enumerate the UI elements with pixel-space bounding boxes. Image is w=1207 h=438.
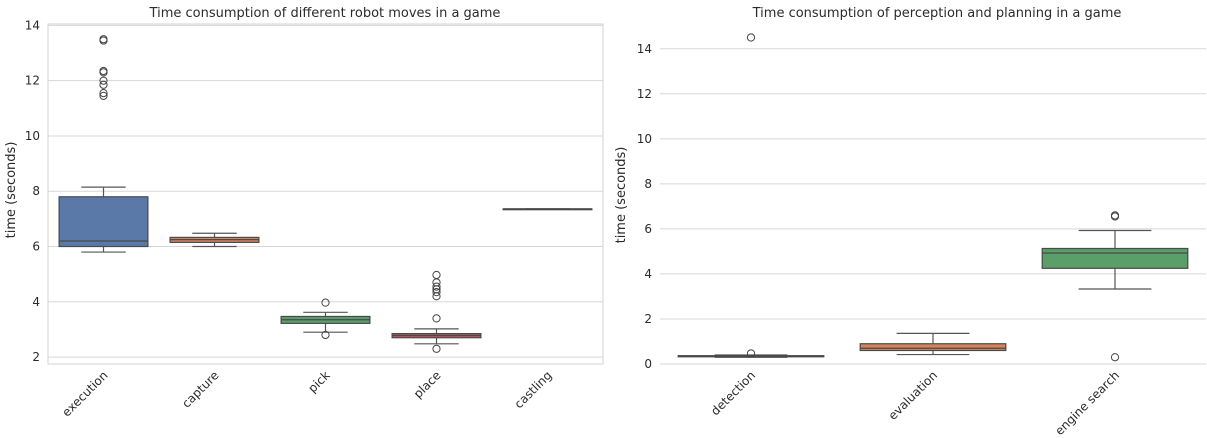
right-y-tick-label: 8 bbox=[644, 177, 652, 191]
right-outlier-point bbox=[747, 34, 754, 41]
right-y-tick-label: 6 bbox=[644, 222, 652, 236]
left-y-tick-label: 4 bbox=[32, 295, 40, 309]
left-chart-title: Time consumption of different robot move… bbox=[149, 6, 501, 21]
left-outlier-point bbox=[433, 345, 440, 352]
right-y-tick-label: 4 bbox=[644, 267, 652, 281]
left-chart-panel: Time consumption of different robot move… bbox=[4, 6, 603, 419]
right-box-evaluation bbox=[860, 344, 1006, 351]
left-y-tick-label: 14 bbox=[25, 18, 40, 32]
left-x-tick-label: pick bbox=[305, 368, 332, 395]
left-box-execution bbox=[59, 197, 148, 247]
left-outlier-point bbox=[433, 271, 440, 278]
left-outlier-point bbox=[322, 299, 329, 306]
right-y-tick-label: 12 bbox=[637, 87, 652, 101]
left-outlier-point bbox=[433, 315, 440, 322]
right-box-engine-search bbox=[1042, 248, 1188, 268]
left-y-tick-label: 8 bbox=[32, 184, 40, 198]
left-y-axis-label: time (seconds) bbox=[4, 142, 19, 239]
left-outlier-point bbox=[100, 81, 107, 88]
left-y-tick-label: 6 bbox=[32, 240, 40, 254]
left-x-tick-label: place bbox=[411, 368, 444, 401]
right-y-tick-label: 14 bbox=[637, 42, 652, 56]
left-x-tick-label: execution bbox=[59, 368, 110, 419]
left-y-tick-label: 12 bbox=[25, 74, 40, 88]
right-x-tick-label: engine search bbox=[1052, 368, 1122, 438]
right-y-tick-label: 10 bbox=[637, 132, 652, 146]
right-y-tick-label: 2 bbox=[644, 312, 652, 326]
right-chart-title: Time consumption of perception and plann… bbox=[752, 6, 1122, 21]
right-y-axis-label: time (seconds) bbox=[614, 147, 629, 244]
left-x-tick-label: castling bbox=[512, 368, 555, 411]
right-x-tick-label: detection bbox=[708, 368, 758, 418]
left-x-tick-label: capture bbox=[179, 368, 221, 410]
left-outlier-point bbox=[433, 279, 440, 286]
left-outlier-point bbox=[433, 293, 440, 300]
right-y-tick-label: 0 bbox=[644, 357, 652, 371]
right-outlier-point bbox=[1111, 354, 1118, 361]
right-chart-panel: Time consumption of perception and plann… bbox=[614, 6, 1206, 438]
left-y-tick-label: 2 bbox=[32, 350, 40, 364]
right-x-tick-label: evaluation bbox=[886, 368, 941, 423]
left-y-tick-label: 10 bbox=[25, 129, 40, 143]
